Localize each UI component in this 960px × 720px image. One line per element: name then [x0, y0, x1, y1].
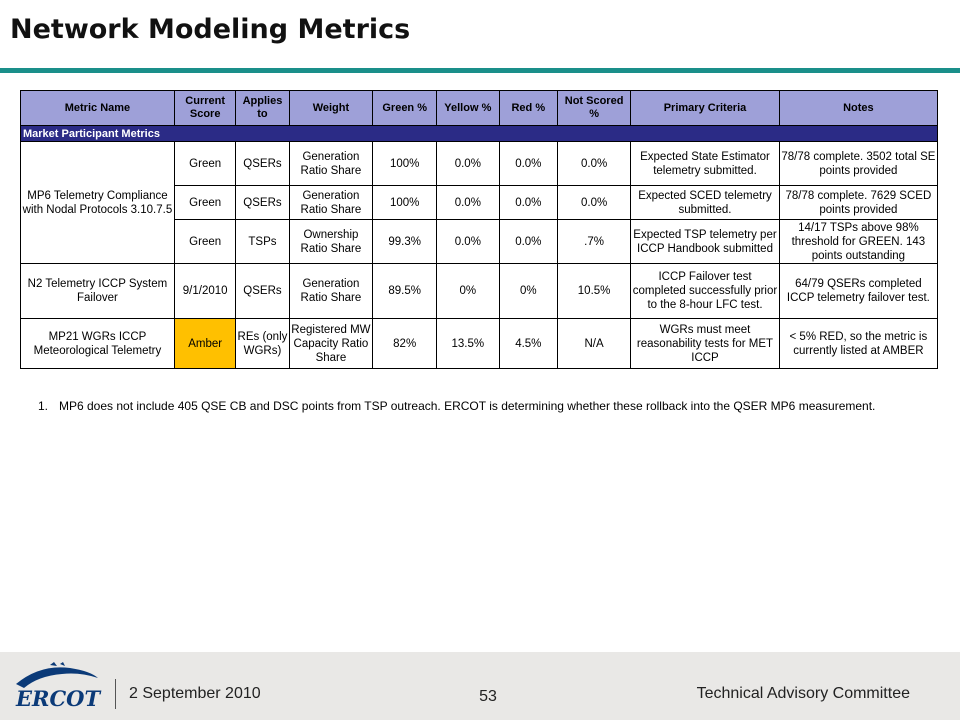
- header-weight: Weight: [288, 90, 374, 126]
- page-number: 53: [479, 688, 497, 705]
- notes-cell: < 5% RED, so the metric is currently lis…: [778, 318, 939, 369]
- applies-cell: QSERs: [235, 185, 290, 220]
- applies-cell: REs (only WGRs): [235, 318, 290, 369]
- title-rule: [0, 68, 960, 73]
- weight-cell: Generation Ratio Share: [288, 185, 374, 220]
- svg-text:ERCOT: ERCOT: [15, 686, 101, 710]
- applies-cell: QSERs: [235, 263, 290, 319]
- table-row: MP6 Telemetry Compliance with Nodal Prot…: [20, 141, 939, 264]
- table-row: MP21 WGRs ICCP Meteorological Telemetry …: [20, 318, 939, 369]
- criteria-cell: WGRs must meet reasonability tests for M…: [630, 318, 780, 369]
- header-current-score: Current Score: [173, 90, 237, 126]
- yellow-cell: 0%: [436, 263, 500, 319]
- footnote-number: 1.: [38, 399, 49, 413]
- weight-cell: Registered MW Capacity Ratio Share: [288, 318, 374, 369]
- table-row: N2 Telemetry ICCP System Failover 9/1/20…: [20, 263, 939, 319]
- metric-name-cell: MP21 WGRs ICCP Meteorological Telemetry: [20, 318, 175, 369]
- notes-cell: 14/17 TSPs above 98% threshold for GREEN…: [778, 219, 939, 264]
- green-cell: 100%: [372, 141, 438, 186]
- header-notes: Notes: [778, 90, 939, 126]
- green-cell: 82%: [372, 318, 438, 369]
- criteria-cell: Expected SCED telemetry submitted.: [630, 185, 780, 220]
- metric-name-cell: MP6 Telemetry Compliance with Nodal Prot…: [20, 141, 175, 264]
- slide-title: Network Modeling Metrics: [10, 14, 411, 45]
- header-metric-name: Metric Name: [20, 90, 175, 126]
- red-cell: 0.0%: [498, 141, 558, 186]
- notes-cell: 78/78 complete. 7629 SCED points provide…: [778, 185, 939, 220]
- score-cell: Green: [173, 185, 237, 220]
- not-scored-cell: .7%: [556, 219, 632, 264]
- score-cell: Green: [173, 219, 237, 264]
- yellow-cell: 0.0%: [436, 185, 500, 220]
- footnote: 1. MP6 does not include 405 QSE CB and D…: [38, 398, 918, 414]
- header-not-scored-pct: Not Scored %: [556, 90, 632, 126]
- red-cell: 0.0%: [498, 185, 558, 220]
- table-row: Green TSPs Ownership Ratio Share 99.3% 0…: [21, 219, 939, 264]
- green-cell: 89.5%: [372, 263, 438, 319]
- header-red-pct: Red %: [498, 90, 558, 126]
- red-cell: 0.0%: [498, 219, 558, 264]
- yellow-cell: 0.0%: [436, 141, 500, 186]
- yellow-cell: 0.0%: [436, 219, 500, 264]
- weight-cell: Generation Ratio Share: [288, 141, 374, 186]
- not-scored-cell: 10.5%: [556, 263, 632, 319]
- weight-cell: Ownership Ratio Share: [288, 219, 374, 264]
- applies-cell: TSPs: [235, 219, 290, 264]
- table-row: Green QSERs Generation Ratio Share 100% …: [21, 185, 939, 220]
- score-cell-amber: Amber: [173, 318, 237, 369]
- section-row: Market Participant Metrics: [20, 125, 938, 142]
- section-label: Market Participant Metrics: [20, 125, 938, 142]
- header-green-pct: Green %: [372, 90, 438, 126]
- notes-cell: 78/78 complete. 3502 total SE points pro…: [778, 141, 939, 186]
- not-scored-cell: 0.0%: [556, 141, 632, 186]
- footnote-text: MP6 does not include 405 QSE CB and DSC …: [59, 399, 876, 413]
- ercot-logo: ERCOT: [15, 662, 101, 710]
- applies-cell: QSERs: [235, 141, 290, 186]
- red-cell: 0%: [498, 263, 558, 319]
- table-header-row: Metric Name Current Score Applies to Wei…: [20, 90, 939, 126]
- footer-divider: [115, 679, 116, 709]
- yellow-cell: 13.5%: [436, 318, 500, 369]
- not-scored-cell: N/A: [556, 318, 632, 369]
- footer-date: 2 September 2010: [129, 685, 261, 702]
- metrics-table: Metric Name Current Score Applies to Wei…: [20, 90, 939, 369]
- red-cell: 4.5%: [498, 318, 558, 369]
- header-applies-to: Applies to: [235, 90, 290, 126]
- header-yellow-pct: Yellow %: [436, 90, 500, 126]
- criteria-cell: Expected State Estimator telemetry submi…: [630, 141, 780, 186]
- score-cell: Green: [173, 141, 237, 186]
- weight-cell: Generation Ratio Share: [288, 263, 374, 319]
- metric-name-cell: N2 Telemetry ICCP System Failover: [20, 263, 175, 319]
- green-cell: 100%: [372, 185, 438, 220]
- notes-cell: 64/79 QSERs completed ICCP telemetry fai…: [778, 263, 939, 319]
- criteria-cell: Expected TSP telemetry per ICCP Handbook…: [630, 219, 780, 264]
- footer-committee: Technical Advisory Committee: [696, 685, 910, 702]
- score-cell: 9/1/2010: [173, 263, 237, 319]
- header-primary-criteria: Primary Criteria: [630, 90, 780, 126]
- criteria-cell: ICCP Failover test completed successfull…: [630, 263, 780, 319]
- slide-footer: ERCOT 2 September 2010 53 Technical Advi…: [0, 652, 960, 720]
- green-cell: 99.3%: [372, 219, 438, 264]
- not-scored-cell: 0.0%: [556, 185, 632, 220]
